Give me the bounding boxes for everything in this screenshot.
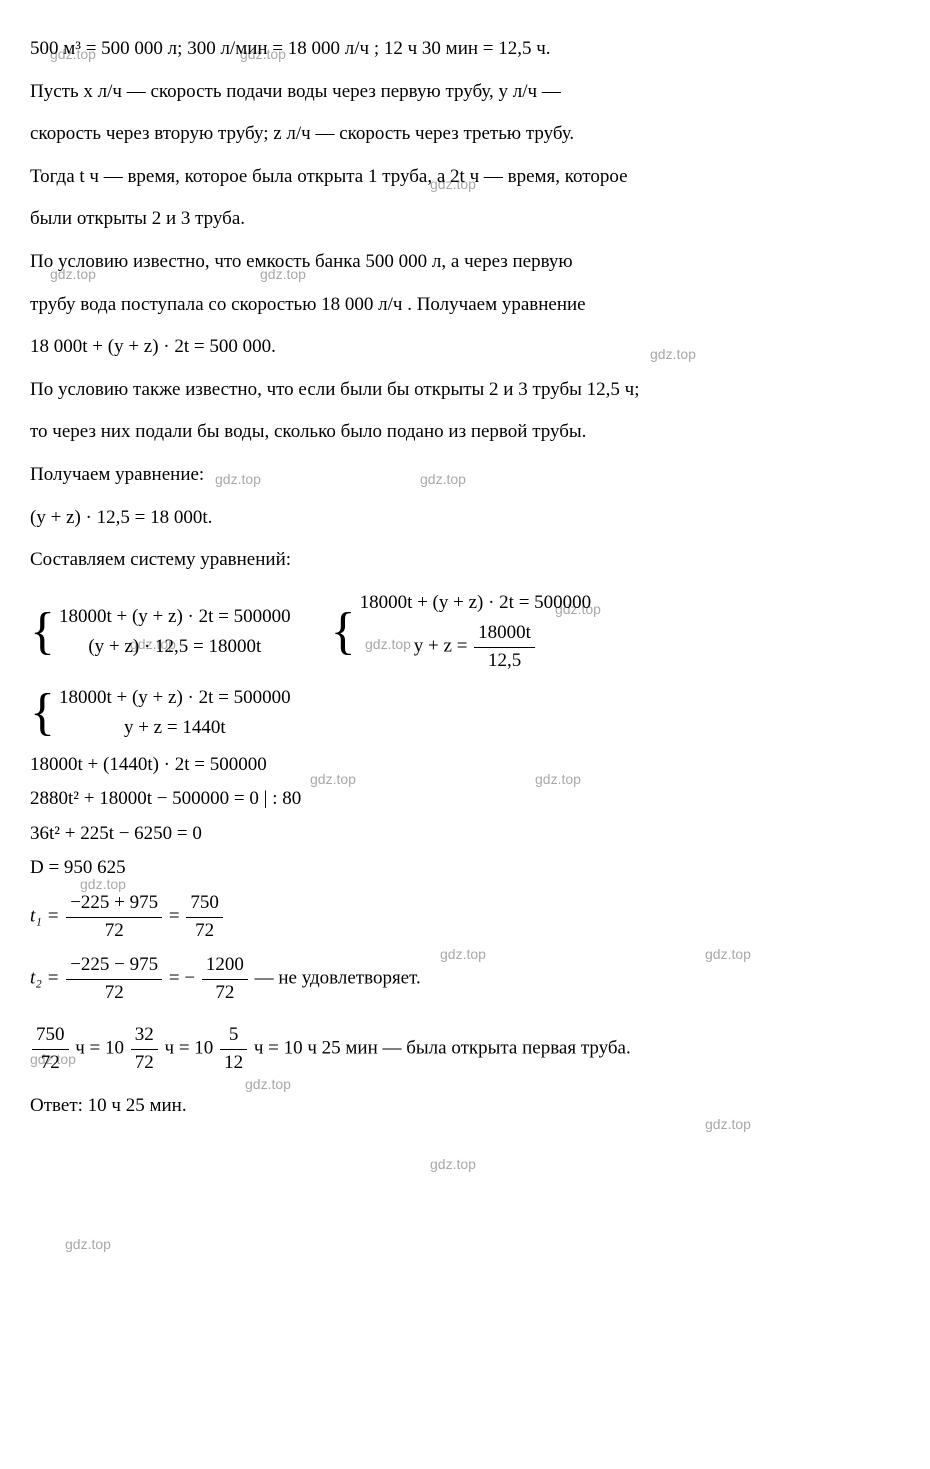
t1-label: t₁ = (30, 906, 64, 927)
t1-den1: 72 (66, 918, 162, 945)
line-3: скорость через вторую трубу; z л/ч — ско… (30, 121, 900, 148)
left-brace-icon: { (30, 692, 55, 734)
root-t1: t₁ = −225 + 975 72 = 750 72 (30, 890, 900, 944)
equation-4: 2880t² + 18000t − 500000 = 0 | : 80 (30, 786, 900, 813)
equation-1: 18 000t + (y + z) · 2t = 500 000. (30, 334, 900, 361)
final-conversion: 750 72 ч = 10 32 72 ч = 10 5 12 ч = 10 ч… (30, 1022, 900, 1076)
fin-frac2: 32 72 (131, 1022, 158, 1076)
t1-den2: 72 (186, 918, 223, 945)
system-1-right: { 18000t + (y + z) · 2t = 500000 y + z =… (331, 590, 592, 675)
line-4: Тогда t ч — время, которое была открыта … (30, 164, 900, 191)
fin-den2: 72 (131, 1050, 158, 1077)
equation-2: (y + z) · 12,5 = 18 000t. (30, 505, 900, 532)
t2-num2: 1200 (202, 952, 248, 980)
sys1b: (y + z) · 12,5 = 18000t (59, 634, 291, 661)
t1-num2: 750 (186, 890, 223, 918)
t2-label: t₂ = (30, 968, 64, 989)
answer-line: Ответ: 10 ч 25 мин. (30, 1093, 900, 1120)
t1-num1: −225 + 975 (66, 890, 162, 918)
system-1-left: { 18000t + (y + z) · 2t = 500000 (y + z)… (30, 604, 291, 661)
t2-eq: = − (169, 968, 200, 989)
fin-frac3: 5 12 (220, 1022, 247, 1076)
sys3a: 18000t + (y + z) · 2t = 500000 (59, 685, 291, 712)
fin-unit2: ч = 10 (165, 1038, 214, 1059)
fin-den1: 72 (32, 1050, 69, 1077)
sys2b-fraction: 18000t 12,5 (474, 620, 535, 674)
sys2b: y + z = 18000t 12,5 (360, 620, 592, 674)
t1-frac1: −225 + 975 72 (66, 890, 162, 944)
equation-5: 36t² + 225t − 6250 = 0 (30, 821, 900, 848)
discriminant: D = 950 625 (30, 855, 900, 882)
watermark-text: gdz.top (65, 1235, 111, 1255)
t2-frac2: 1200 72 (202, 952, 248, 1006)
t1-frac2: 750 72 (186, 890, 223, 944)
fin-num3: 5 (220, 1022, 247, 1050)
line-7: трубу вода поступала со скоростью 18 000… (30, 292, 900, 319)
system-2: { 18000t + (y + z) · 2t = 500000 y + z =… (30, 685, 291, 742)
sys3b: y + z = 1440t (59, 715, 291, 742)
left-brace-icon: { (30, 611, 55, 653)
t1-eq: = (169, 906, 184, 927)
line-11: Получаем уравнение: (30, 462, 900, 489)
line-6: По условию известно, что емкость банка 5… (30, 249, 900, 276)
equation-3: 18000t + (1440t) · 2t = 500000 (30, 752, 900, 779)
t2-den2: 72 (202, 980, 248, 1007)
t2-tail: — не удовлетворяет. (255, 968, 421, 989)
sys2b-num: 18000t (474, 620, 535, 648)
t2-frac1: −225 − 975 72 (66, 952, 162, 1006)
sys2b-den: 12,5 (474, 648, 535, 675)
watermark-text: gdz.top (430, 1155, 476, 1175)
line-13: Составляем систему уравнений: (30, 547, 900, 574)
system-row-1: { 18000t + (y + z) · 2t = 500000 (y + z)… (30, 590, 900, 675)
sys2a: 18000t + (y + z) · 2t = 500000 (360, 590, 592, 617)
t2-num1: −225 − 975 (66, 952, 162, 980)
fin-num2: 32 (131, 1022, 158, 1050)
left-brace-icon: { (331, 611, 356, 653)
line-2: Пусть x л/ч — скорость подачи воды через… (30, 79, 900, 106)
fin-unit1: ч = 10 (75, 1038, 124, 1059)
root-t2: t₂ = −225 − 975 72 = − 1200 72 — не удов… (30, 952, 900, 1006)
fin-tail: ч = 10 ч 25 мин — была открыта первая тр… (254, 1038, 631, 1059)
line-10: то через них подали бы воды, сколько был… (30, 419, 900, 446)
sys2b-left: y + z = (414, 636, 472, 657)
t2-den1: 72 (66, 980, 162, 1007)
fin-frac1: 750 72 (32, 1022, 69, 1076)
fin-den3: 12 (220, 1050, 247, 1077)
fin-num1: 750 (32, 1022, 69, 1050)
sys1a: 18000t + (y + z) · 2t = 500000 (59, 604, 291, 631)
line-5: были открыты 2 и 3 труба. (30, 206, 900, 233)
line-9: По условию также известно, что если были… (30, 377, 900, 404)
line-1: 500 м³ = 500 000 л; 300 л/мин = 18 000 л… (30, 36, 900, 63)
system-row-2: { 18000t + (y + z) · 2t = 500000 y + z =… (30, 685, 900, 742)
